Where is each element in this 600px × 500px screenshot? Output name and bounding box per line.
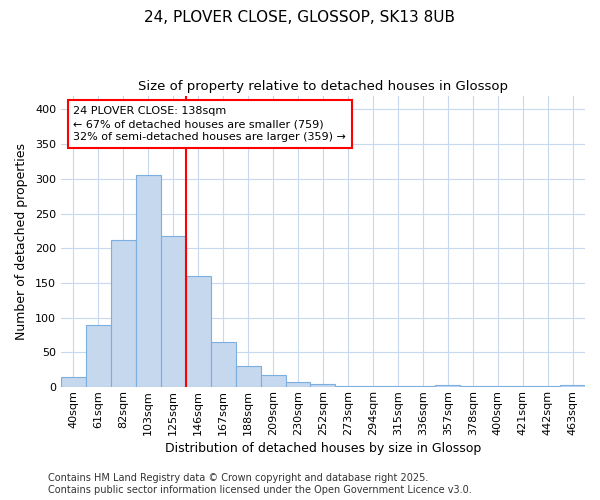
Text: 24, PLOVER CLOSE, GLOSSOP, SK13 8UB: 24, PLOVER CLOSE, GLOSSOP, SK13 8UB (145, 10, 455, 25)
Bar (111, 240, 136, 387)
Bar (435, 385, 460, 387)
Bar (385, 386, 410, 387)
Text: 24 PLOVER CLOSE: 138sqm
← 67% of detached houses are smaller (759)
32% of semi-d: 24 PLOVER CLOSE: 138sqm ← 67% of detache… (73, 106, 346, 142)
Bar (136, 176, 161, 387)
Bar (410, 386, 435, 387)
Bar (485, 386, 510, 387)
Title: Size of property relative to detached houses in Glossop: Size of property relative to detached ho… (138, 80, 508, 93)
Bar (86, 324, 111, 387)
Bar (460, 386, 485, 387)
Bar (510, 386, 535, 387)
Bar (310, 384, 335, 387)
Bar (61, 376, 86, 387)
Bar (335, 386, 361, 387)
X-axis label: Distribution of detached houses by size in Glossop: Distribution of detached houses by size … (165, 442, 481, 455)
Bar (186, 276, 211, 387)
Bar (211, 342, 236, 387)
Bar (560, 385, 585, 387)
Bar (361, 386, 385, 387)
Text: Contains HM Land Registry data © Crown copyright and database right 2025.
Contai: Contains HM Land Registry data © Crown c… (48, 474, 472, 495)
Bar (161, 236, 186, 387)
Bar (286, 382, 310, 387)
Bar (236, 366, 260, 387)
Bar (260, 376, 286, 387)
Bar (535, 386, 560, 387)
Y-axis label: Number of detached properties: Number of detached properties (15, 143, 28, 340)
